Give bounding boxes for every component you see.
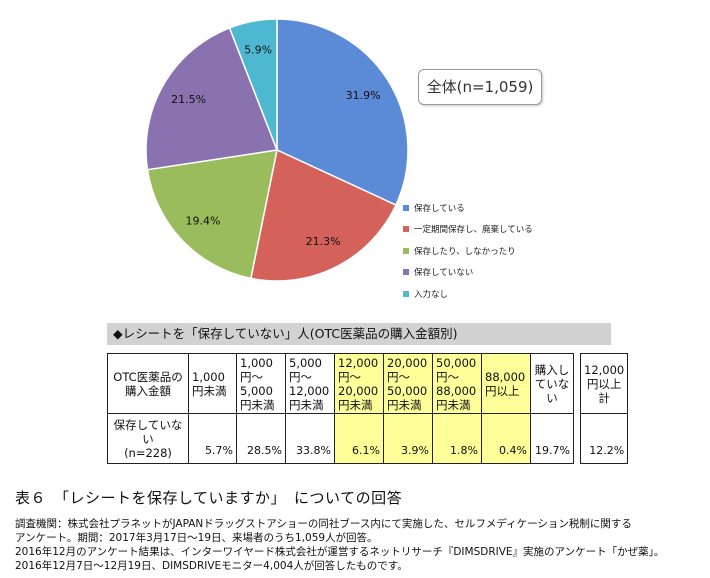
legend-item: 一定期間保存し、廃棄している: [403, 219, 533, 241]
table-cell: 3.9%: [383, 413, 433, 464]
row-label-cell: 保存していない (n=228): [107, 413, 189, 464]
table-cell: 19.7%: [530, 413, 574, 464]
table-header-row: OTC医薬品の購入金額 1,000円未満 1,000円～5,000円未満 5,0…: [107, 353, 629, 414]
legend-swatch: [403, 269, 409, 276]
slice-data-label: 21.3%: [306, 235, 341, 248]
legend-label: 保存している: [414, 203, 465, 214]
slice-data-label: 31.9%: [346, 89, 381, 102]
legend-item: 保存していない: [403, 262, 533, 284]
footnote-line: 調査機関：株式会社プラネットがJAPANドラッグストアショーの同社ブース内にて実…: [15, 518, 632, 530]
table-caption: ◆レシートを「保存していない」人(OTC医薬品の購入金額別): [107, 323, 611, 345]
pie-slice: [249, 148, 397, 282]
figure-title: 表６ 「レシートを保存していますか」 についての回答: [15, 489, 403, 507]
pie-slice: [146, 149, 278, 280]
column-header: 50,000円～88,000円未満: [432, 353, 482, 414]
pie-slice: [145, 26, 279, 171]
legend-label: 保存していない: [414, 268, 474, 279]
slice-data-label: 5.9%: [244, 44, 272, 57]
column-header: 5,000円～12,000円未満: [285, 353, 335, 414]
footnote-line: 2016年12月7日～12月19日、DIMSDRIVEモニター4,004人が回答…: [15, 560, 408, 572]
footnote-line: 2016年12月のアンケート結果は、インターワイヤード株式会社が運営するネットリ…: [15, 546, 665, 558]
pie-slice: [276, 18, 409, 207]
legend-item: 保存したり、しなかったり: [403, 240, 533, 262]
table-cell: 33.8%: [285, 413, 335, 464]
legend-label: 一定期間保存し、廃棄している: [414, 225, 533, 236]
legend-swatch: [403, 204, 409, 211]
pie-chart: 31.9% 21.3% 19.4% 21.5% 5.9%: [145, 18, 409, 282]
footnote-line: アンケート。期間：2017年3月17日～19日、来場者のうち1,059人が回答。: [15, 532, 378, 544]
column-header: 20,000円～50,000円未満: [383, 353, 433, 414]
row-n: (n=228): [124, 445, 172, 460]
table-cell: 5.7%: [188, 413, 237, 464]
legend-item: 入力なし: [403, 283, 533, 305]
column-header: 購入していない: [530, 353, 574, 414]
legend-item: 保存している: [403, 197, 533, 219]
table-cell: 0.4%: [481, 413, 531, 464]
legend-swatch: [403, 290, 409, 297]
table-cell: 6.1%: [334, 413, 384, 464]
pie-legend: 保存している 一定期間保存し、廃棄している 保存したり、しなかったり 保存してい…: [403, 197, 533, 305]
legend-label: 保存したり、しなかったり: [414, 246, 516, 257]
legend-swatch: [403, 247, 409, 254]
column-header: 88,000円以上: [481, 353, 531, 414]
table-cell: 1.8%: [432, 413, 482, 464]
legend-label: 入力なし: [414, 289, 449, 300]
sample-size-box: 全体(n=1,059): [418, 69, 542, 105]
row-label: 保存していない: [113, 417, 183, 446]
column-header: 1,000円未満: [188, 353, 237, 414]
purchase-amount-table: OTC医薬品の購入金額 1,000円未満 1,000円～5,000円未満 5,0…: [107, 353, 629, 464]
table-cell: 28.5%: [236, 413, 286, 464]
table-row: 保存していない (n=228) 5.7% 28.5% 33.8% 6.1% 3.…: [107, 413, 629, 464]
slice-data-label: 19.4%: [185, 214, 220, 227]
legend-swatch: [403, 226, 409, 233]
row-header-cell: OTC医薬品の購入金額: [107, 353, 189, 414]
pie-slice: [228, 18, 278, 151]
column-header: 12,000円～20,000円未満: [334, 353, 384, 414]
slice-data-label: 21.5%: [171, 93, 206, 106]
sample-size-label: 全体(n=1,059): [426, 78, 534, 96]
table-cell: 12.2%: [579, 413, 629, 464]
column-header: 12,000円以上計: [579, 353, 629, 414]
column-header: 1,000円～5,000円未満: [236, 353, 286, 414]
